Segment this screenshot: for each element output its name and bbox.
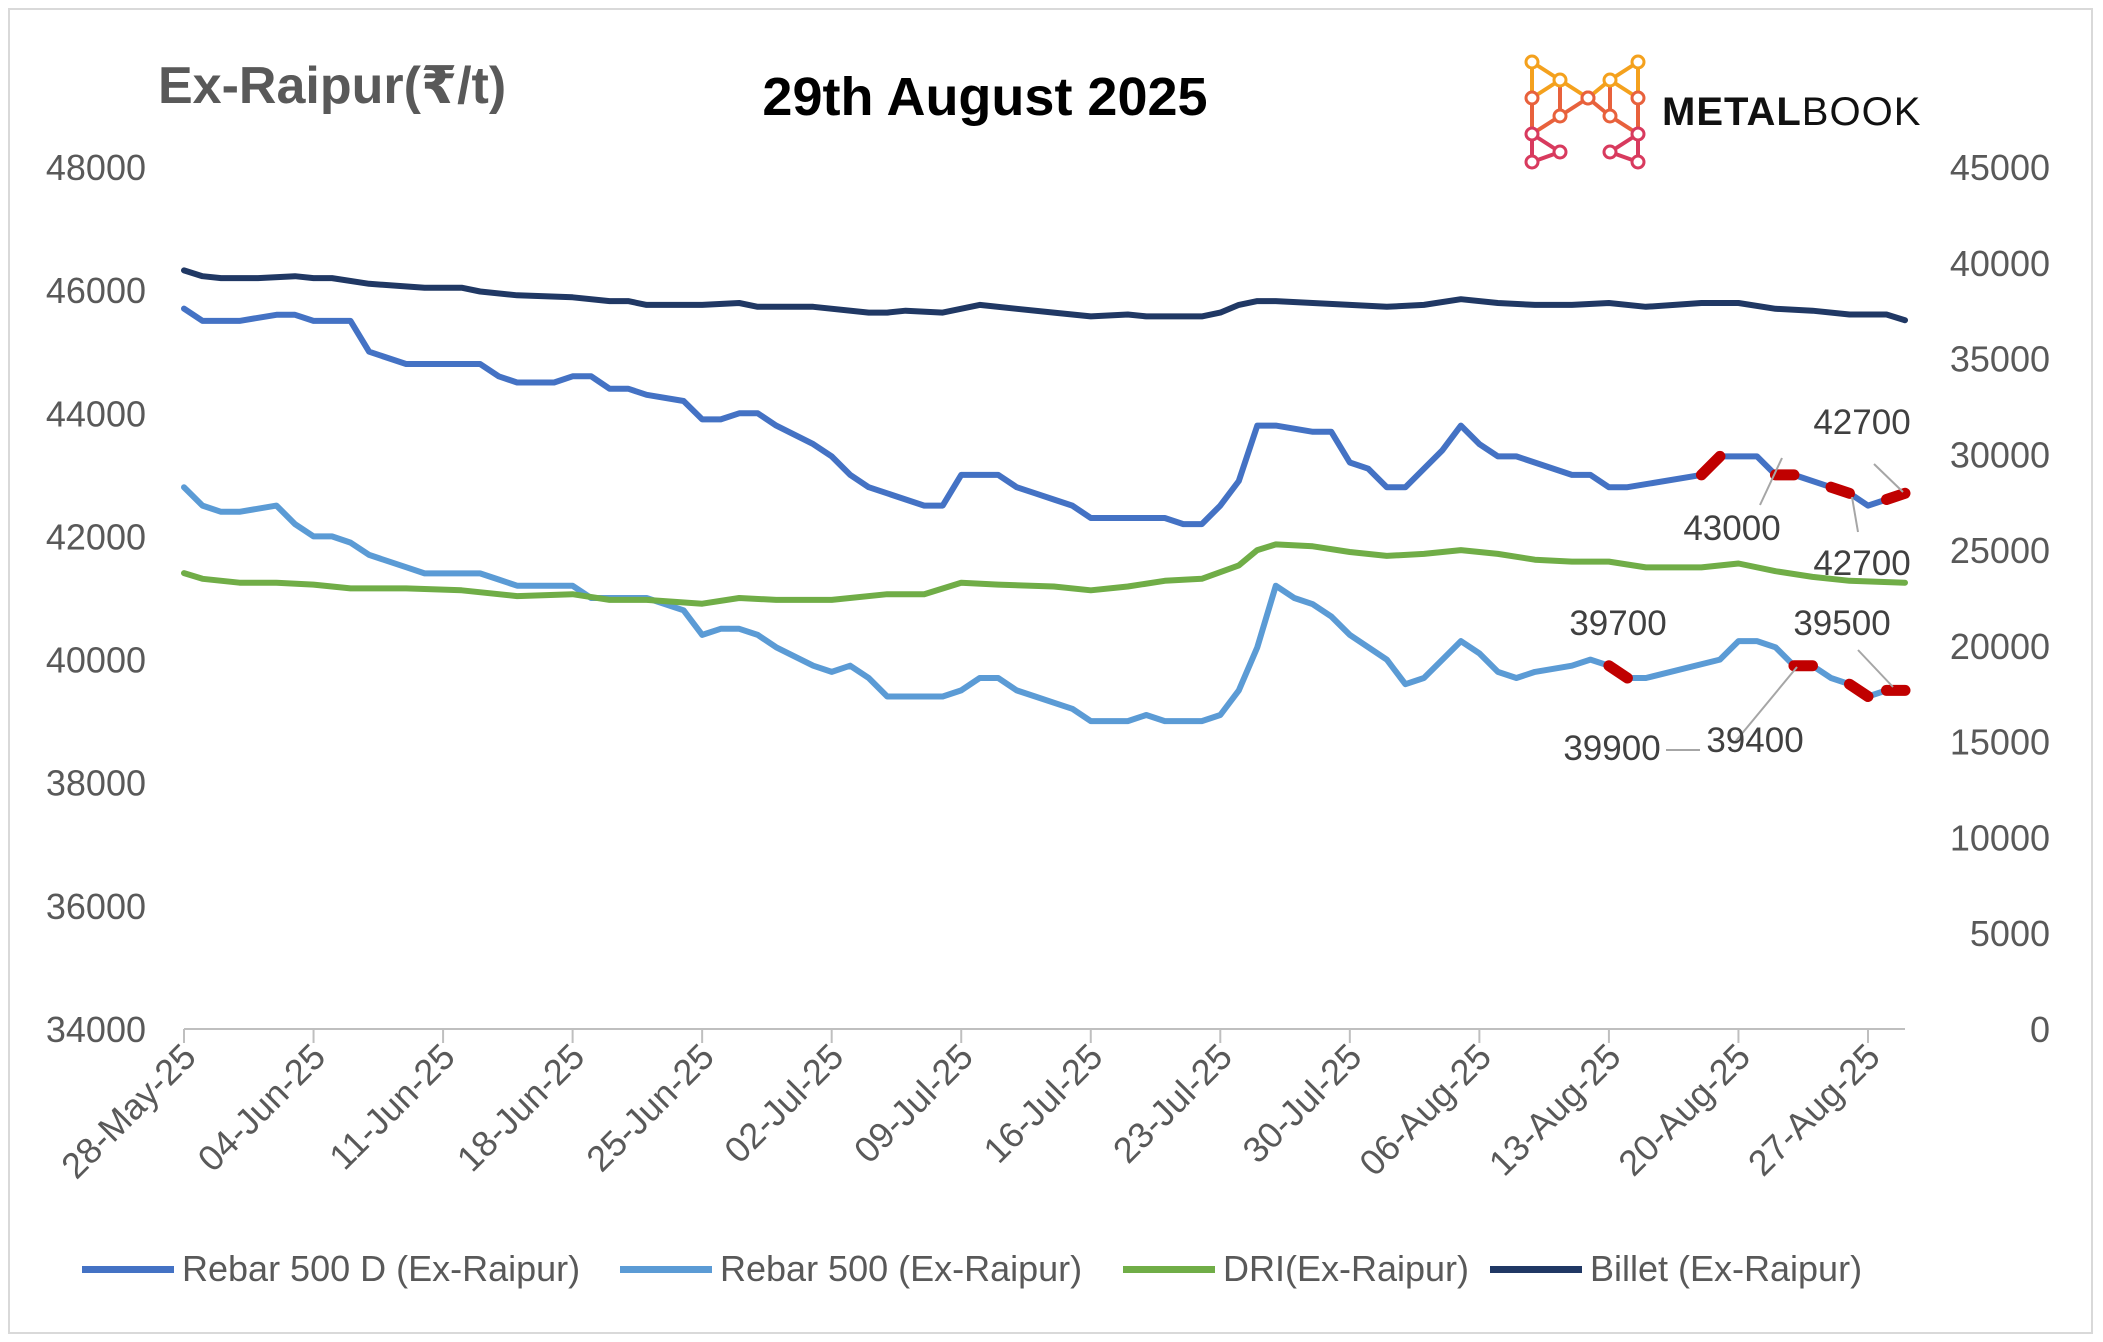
logo-node bbox=[1602, 72, 1618, 88]
legend-swatch bbox=[1123, 1265, 1215, 1273]
annotation-leader bbox=[1851, 496, 1859, 533]
logo-node bbox=[1630, 90, 1646, 106]
legend-item: Rebar 500 D (Ex-Raipur) bbox=[82, 1248, 580, 1290]
x-tick-label: 30-Jul-25 bbox=[1234, 1036, 1369, 1171]
x-tick-label: 02-Jul-25 bbox=[716, 1036, 851, 1171]
legend-item: DRI(Ex-Raipur) bbox=[1123, 1248, 1469, 1290]
y-left-tick-label: 44000 bbox=[46, 393, 146, 434]
chart-frame bbox=[8, 8, 2093, 1334]
legend-swatch bbox=[82, 1265, 174, 1273]
series-line-3 bbox=[181, 267, 1908, 324]
annotation-leader bbox=[1857, 649, 1894, 688]
logo-node bbox=[1524, 154, 1540, 170]
logo-node bbox=[1552, 108, 1568, 124]
y-left-tick-label: 38000 bbox=[46, 763, 146, 804]
annotation-leader bbox=[1873, 463, 1904, 493]
logo-node bbox=[1602, 144, 1618, 160]
x-tick-label: 09-Jul-25 bbox=[846, 1036, 981, 1171]
highlight-segment bbox=[1825, 481, 1855, 499]
legend-label: Rebar 500 D (Ex-Raipur) bbox=[182, 1248, 581, 1289]
y-right-tick-label: 10000 bbox=[1950, 817, 2050, 858]
x-tick-label: 16-Jul-25 bbox=[975, 1036, 1110, 1171]
data-label: 43000 bbox=[1683, 509, 1780, 548]
y-right-tick-label: 0 bbox=[2030, 1009, 2050, 1050]
brand-name-light: BOOK bbox=[1801, 90, 1922, 134]
y-left-tick-label: 42000 bbox=[46, 516, 146, 557]
data-label: 39700 bbox=[1569, 604, 1666, 643]
y-axis-title: Ex-Raipur(₹/t) bbox=[158, 57, 507, 115]
annotation-layer: 42700 43000 42700 39700 39500 39900 39400 bbox=[1563, 403, 1910, 768]
legend-label: DRI(Ex-Raipur) bbox=[1223, 1248, 1470, 1289]
y-left-tick-label: 36000 bbox=[46, 886, 146, 927]
y-right-tick-label: 20000 bbox=[1950, 626, 2050, 667]
legend-swatch bbox=[1490, 1265, 1582, 1273]
x-tick-label: 13-Aug-25 bbox=[1481, 1036, 1629, 1184]
legend-item: Rebar 500 (Ex-Raipur) bbox=[620, 1248, 1082, 1290]
highlight-segment bbox=[1603, 660, 1633, 684]
x-tick-label: 23-Jul-25 bbox=[1105, 1036, 1240, 1171]
x-tick-label: 28-May-25 bbox=[53, 1036, 204, 1187]
x-tick-label: 20-Aug-25 bbox=[1610, 1036, 1758, 1184]
brand-wordmark: METALBOOK bbox=[1662, 90, 1921, 135]
metalbook-logo-icon bbox=[1524, 54, 1646, 170]
data-label: 39900 bbox=[1563, 729, 1660, 768]
data-label: 39400 bbox=[1706, 721, 1803, 760]
x-tick-label: 11-Jun-25 bbox=[321, 1036, 463, 1178]
logo-node bbox=[1630, 54, 1646, 70]
highlight-segment bbox=[1843, 678, 1874, 703]
x-tick-label: 18-Jun-25 bbox=[449, 1036, 593, 1180]
data-label: 42700 bbox=[1813, 544, 1910, 583]
annotation-leader bbox=[1759, 457, 1783, 506]
y-right-tick-label: 5000 bbox=[1970, 913, 2050, 954]
y-left-tick-label: 48000 bbox=[46, 147, 146, 188]
data-label: 42700 bbox=[1813, 403, 1910, 442]
chart-legend: Rebar 500 D (Ex-Raipur) Rebar 500 (Ex-Rai… bbox=[0, 1248, 2103, 1298]
legend-label: Rebar 500 (Ex-Raipur) bbox=[720, 1248, 1083, 1289]
logo-node bbox=[1552, 72, 1568, 88]
data-label: 39500 bbox=[1793, 604, 1890, 643]
legend-label: Billet (Ex-Raipur) bbox=[1590, 1248, 1863, 1289]
y-right-tick-label: 25000 bbox=[1950, 530, 2050, 571]
brand-name-bold: METAL bbox=[1662, 90, 1802, 134]
logo-node bbox=[1524, 90, 1540, 106]
y-right-tick-label: 35000 bbox=[1950, 339, 2050, 380]
logo-node bbox=[1602, 108, 1618, 124]
logo-node bbox=[1524, 126, 1540, 142]
y-left-tick-label: 40000 bbox=[46, 640, 146, 681]
logo-node bbox=[1630, 154, 1646, 170]
logo-node bbox=[1552, 144, 1568, 160]
y-left-tick-label: 46000 bbox=[46, 270, 146, 311]
series-line-1 bbox=[181, 484, 1908, 725]
chart-title: 29th August 2025 bbox=[762, 67, 1208, 127]
y-right-tick-label: 30000 bbox=[1950, 434, 2050, 475]
y-right-tick-label: 15000 bbox=[1950, 722, 2050, 763]
series-line-2 bbox=[181, 541, 1908, 607]
series-layer bbox=[181, 267, 1908, 725]
series-line-0 bbox=[181, 305, 1908, 528]
legend-item: Billet (Ex-Raipur) bbox=[1490, 1248, 1862, 1290]
logo-node bbox=[1580, 90, 1596, 106]
legend-swatch bbox=[620, 1265, 712, 1273]
y-right-tick-label: 40000 bbox=[1950, 243, 2050, 284]
highlight-layer bbox=[1603, 450, 1911, 703]
annotation-leader bbox=[1734, 666, 1798, 743]
logo-node bbox=[1524, 54, 1540, 70]
x-tick-label: 04-Jun-25 bbox=[190, 1036, 334, 1180]
highlight-segment bbox=[1695, 450, 1726, 481]
x-tick-label: 06-Aug-25 bbox=[1351, 1036, 1499, 1184]
x-tick-label: 27-Aug-25 bbox=[1740, 1036, 1888, 1184]
highlight-segment bbox=[1880, 487, 1911, 505]
x-tick-label: 25-Jun-25 bbox=[578, 1036, 722, 1180]
logo-node bbox=[1630, 126, 1646, 142]
y-left-tick-label: 34000 bbox=[46, 1009, 146, 1050]
y-right-tick-label: 45000 bbox=[1950, 147, 2050, 188]
